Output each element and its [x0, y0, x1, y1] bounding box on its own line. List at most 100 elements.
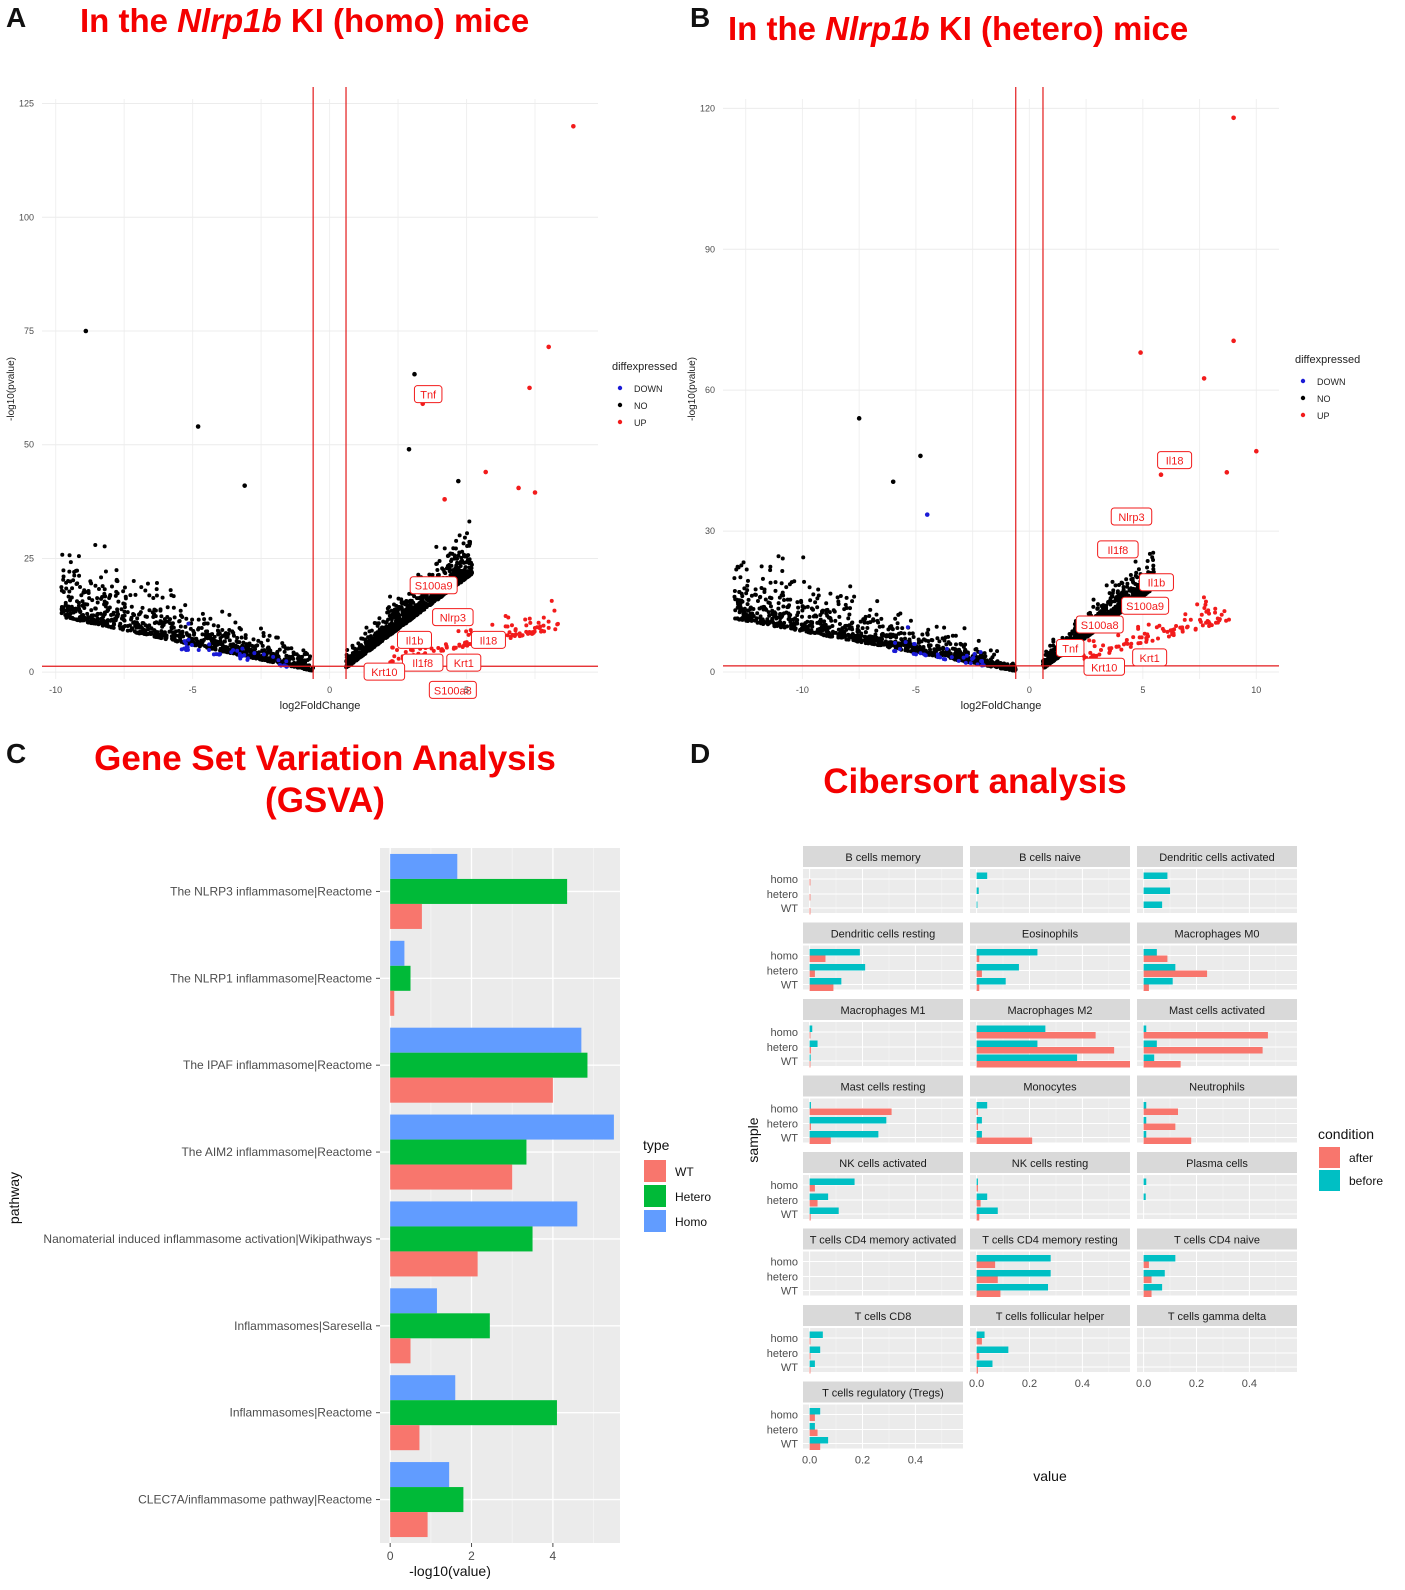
bar-before [809, 964, 866, 971]
data-point [765, 620, 770, 625]
data-point [825, 607, 830, 612]
data-point [276, 654, 281, 659]
data-point [366, 635, 371, 640]
facet-dendritic-cells-activated: Dendritic cells activated [1137, 846, 1297, 913]
data-point [927, 652, 932, 657]
legend-title: diffexpressed [1295, 354, 1360, 366]
data-point [830, 634, 835, 639]
data-point [182, 646, 187, 651]
highlight-point [406, 446, 412, 452]
sample-label: hetero [767, 966, 798, 978]
data-point [231, 630, 236, 635]
data-point [826, 625, 831, 630]
gene-label-box [470, 630, 506, 649]
highlight-point [527, 385, 532, 391]
bar-before [976, 978, 1006, 985]
bar-after [809, 1123, 811, 1130]
data-point [865, 620, 870, 625]
data-point [917, 646, 922, 651]
data-point [782, 597, 787, 602]
data-point [1053, 656, 1058, 661]
gene-label-tnf: Tnf [413, 385, 443, 404]
data-point [143, 631, 148, 636]
data-point [1144, 637, 1149, 642]
data-point [85, 611, 90, 616]
data-point [785, 597, 790, 602]
category-label: Nanomaterial induced inflammasome activa… [43, 1232, 372, 1246]
data-point [944, 646, 949, 651]
bar-after [809, 1338, 811, 1345]
bar-hetero [390, 1139, 527, 1165]
facet-title: T cells CD4 naive [1174, 1235, 1260, 1247]
data-point [131, 612, 136, 617]
data-point [758, 619, 763, 624]
data-point [1117, 610, 1122, 615]
gene-label-text: Il1b [1148, 578, 1166, 590]
data-point [395, 616, 400, 621]
data-point [208, 616, 213, 621]
data-point [260, 643, 265, 648]
data-point [265, 638, 270, 643]
data-point [886, 627, 891, 632]
data-point [905, 625, 910, 630]
data-point [359, 636, 364, 641]
data-point [387, 613, 392, 618]
data-point [115, 591, 120, 596]
data-point [953, 642, 958, 647]
data-point [116, 612, 121, 617]
data-point [1116, 633, 1121, 638]
data-point [133, 592, 138, 597]
data-point [925, 631, 930, 636]
data-point [350, 651, 355, 656]
data-point [385, 631, 390, 636]
data-point [776, 606, 781, 611]
data-point [130, 626, 135, 631]
data-point [921, 645, 926, 650]
data-point [867, 614, 872, 619]
facet-mast-cells-activated: Mast cells activated [1137, 999, 1297, 1068]
data-point [61, 609, 66, 614]
data-point [837, 621, 842, 626]
data-point [455, 567, 460, 572]
data-point [759, 586, 764, 591]
data-point [443, 571, 448, 576]
data-point [995, 649, 1000, 654]
data-point [795, 617, 800, 622]
data-point [1107, 650, 1112, 655]
data-point [141, 621, 146, 626]
data-point [215, 628, 220, 633]
data-point [1049, 648, 1054, 653]
data-point [1135, 588, 1140, 593]
data-point [116, 599, 121, 604]
facet-title: NK cells resting [1012, 1158, 1088, 1170]
data-point [973, 647, 978, 652]
data-point [434, 561, 439, 566]
data-point [178, 624, 183, 629]
data-point [541, 615, 546, 620]
data-point [1001, 666, 1006, 671]
data-point [93, 606, 98, 611]
data-point [103, 569, 108, 574]
data-point [129, 617, 134, 622]
gene-label-text: Krt1 [1140, 653, 1160, 665]
data-point [850, 620, 855, 625]
data-point [457, 643, 462, 648]
data-point [422, 594, 427, 599]
bar-before [1143, 1117, 1147, 1124]
data-point [1087, 632, 1092, 637]
data-point [258, 626, 263, 631]
data-point [78, 585, 83, 590]
data-point [816, 587, 821, 592]
bar-before [976, 1331, 985, 1338]
bar-before [1143, 949, 1157, 956]
data-point [225, 650, 230, 655]
data-point [861, 617, 866, 622]
data-point [418, 610, 423, 615]
data-point [103, 594, 108, 599]
data-point [513, 627, 518, 632]
data-point [745, 583, 750, 588]
data-point [950, 633, 955, 638]
data-point [75, 581, 80, 586]
bar-before [1143, 978, 1173, 985]
data-point [403, 650, 408, 655]
